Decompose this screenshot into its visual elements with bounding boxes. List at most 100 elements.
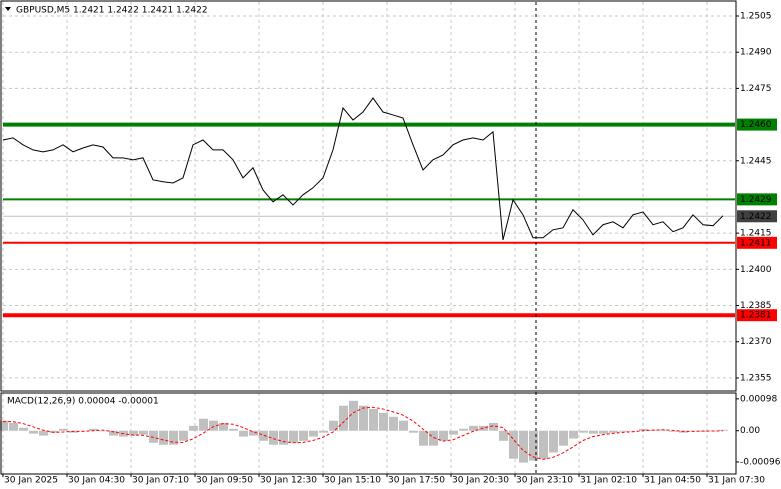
menu-arrow [5, 7, 11, 11]
macd-bar [609, 430, 618, 433]
macd-bar [209, 420, 218, 431]
level-label: 1.2422 [740, 212, 772, 222]
x-tick-label: 30 Jan 07:10 [132, 476, 189, 486]
macd-bar [619, 430, 628, 432]
macd-bar [349, 400, 358, 431]
macd-bar [529, 430, 538, 461]
level-label-box [737, 193, 777, 206]
y-tick-label: 1.2370 [740, 337, 772, 347]
x-tick-label: 31 Jan 02:10 [580, 476, 637, 486]
macd-bar [0, 420, 8, 431]
macd-bar [719, 429, 728, 431]
macd-bar [199, 418, 208, 431]
y-tick-label: -0.00096 [740, 457, 781, 467]
y-tick-label: 0.00 [740, 426, 760, 436]
macd-bar [149, 430, 158, 443]
macd-bar [549, 430, 558, 453]
macd-bar [169, 430, 178, 445]
level-label: 1.2429 [740, 195, 772, 205]
macd-bar [329, 420, 338, 431]
macd-bar [269, 430, 278, 445]
macd-bar [139, 430, 148, 435]
x-tick-label: 30 Jan 20:30 [452, 476, 509, 486]
macd-bar [489, 422, 498, 431]
macd-bar [519, 430, 528, 463]
macd-bar [299, 430, 308, 441]
level-label: 1.2411 [740, 238, 772, 248]
plot [0, 97, 735, 463]
y-tick-label: 0.00098 [740, 394, 777, 404]
x-tick-label: 30 Jan 2025 [4, 476, 58, 486]
macd-bar [109, 430, 118, 436]
macd-bar [189, 425, 198, 431]
x-tick-label: 30 Jan 15:10 [324, 476, 381, 486]
y-tick-label: 1.2385 [740, 301, 772, 311]
x-tick-label: 31 Jan 04:50 [644, 476, 701, 486]
macd-bar [409, 430, 418, 433]
macd-bar [309, 430, 318, 437]
macd-bar [479, 425, 488, 431]
level-label-box [737, 210, 777, 223]
y-tick-label: 1.2445 [740, 156, 772, 166]
macd-bar [129, 430, 138, 436]
macd-bar [419, 430, 428, 446]
macd-title: MACD(12,26,9) 0.00004 -0.00001 [7, 397, 159, 407]
macd-frame [0, 392, 737, 475]
level-label-box [737, 118, 777, 131]
level-label-box [737, 309, 777, 322]
grid [2, 2, 735, 474]
macd-bar [19, 427, 28, 431]
macd-bar [259, 430, 268, 441]
macd-bar [559, 430, 568, 446]
macd-bar [289, 430, 298, 443]
macd-bar [439, 430, 448, 441]
macd-bar [29, 430, 38, 434]
y-tick-label: 1.2505 [740, 11, 772, 21]
macd-bar [499, 430, 508, 441]
macd-bar [339, 405, 348, 431]
macd-bar [589, 430, 598, 434]
level-label: 1.2381 [740, 311, 772, 321]
macd-bar [459, 428, 468, 431]
macd-bar [219, 422, 228, 431]
macd-bar [509, 430, 518, 459]
macd-bar [369, 408, 378, 431]
macd-bar [319, 430, 328, 433]
y-tick-label: 1.2475 [740, 84, 772, 94]
macd-bar [89, 428, 98, 431]
x-tick-label: 30 Jan 09:50 [196, 476, 253, 486]
macd-bar [99, 430, 108, 432]
macd-bar [389, 416, 398, 431]
x-tick-label: 31 Jan 07:30 [708, 476, 765, 486]
macd-bar [279, 430, 288, 445]
macd-bar [49, 430, 58, 433]
x-tick-label: 30 Jan 04:30 [68, 476, 125, 486]
macd-bar [249, 430, 258, 436]
main-frame [0, 0, 737, 392]
macd-bar [449, 430, 458, 435]
macd-bar [59, 428, 68, 431]
macd-bar [9, 422, 18, 431]
macd-bar [669, 430, 678, 432]
macd-bar [639, 428, 648, 431]
macd-bar [579, 430, 588, 433]
y-tick-label: 1.2415 [740, 229, 772, 239]
macd-bar [359, 405, 368, 431]
x-tick-label: 30 Jan 23:10 [516, 476, 573, 486]
macd-bar [159, 430, 168, 445]
level-label: 1.2460 [740, 120, 772, 130]
x-tick-label: 30 Jan 12:30 [260, 476, 317, 486]
chart-title: GBPUSD,M5 1.2421 1.2422 1.2421 1.2422 [16, 6, 208, 16]
macd-bar [239, 430, 248, 437]
price-line [2, 97, 724, 241]
y-tick-label: 1.2355 [740, 373, 772, 383]
macd-bar [379, 412, 388, 431]
level-label-box [737, 236, 777, 249]
y-tick-label: 1.2400 [740, 265, 772, 275]
x-tick-label: 30 Jan 17:50 [388, 476, 445, 486]
macd-bar [429, 430, 438, 446]
macd-bar [399, 420, 408, 431]
signal-line [3, 406, 724, 460]
